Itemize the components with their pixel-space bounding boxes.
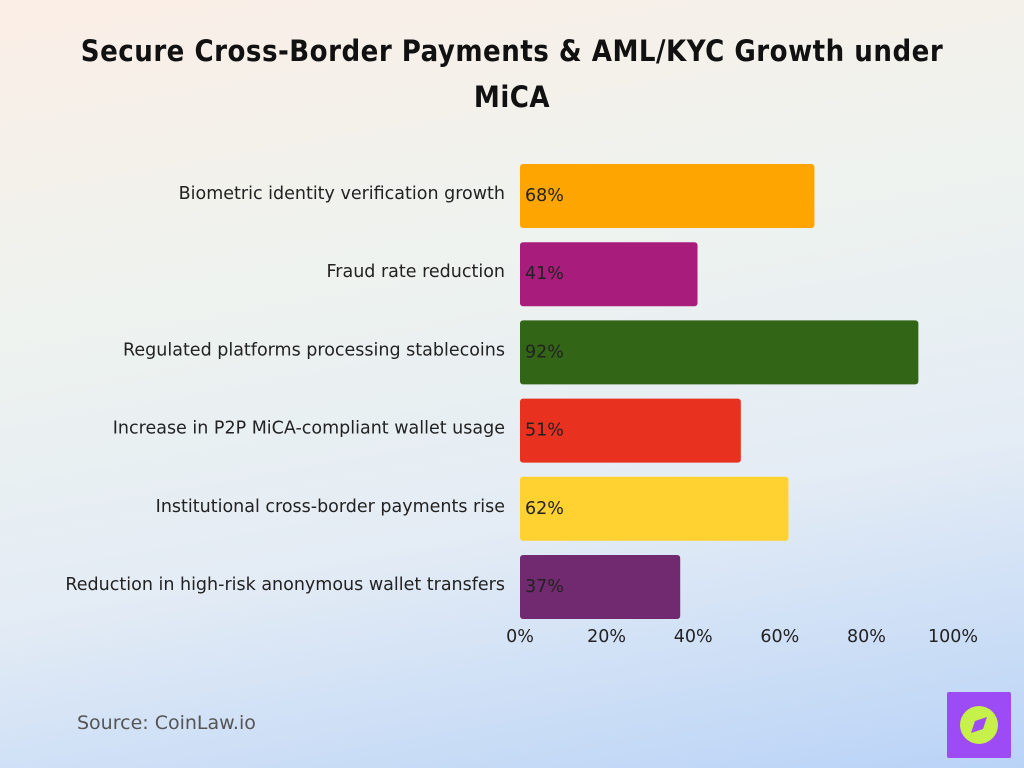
value-label: 68% [525, 186, 564, 206]
bar [520, 320, 919, 385]
logo-icon [960, 706, 998, 744]
value-label: 92% [525, 342, 564, 362]
value-label: 51% [525, 421, 564, 441]
value-label: 41% [525, 264, 564, 284]
logo [947, 692, 1011, 758]
chart: 0% 20% 40% 60% 80% 100% Biometric identity ver… [65, 164, 978, 647]
bar [520, 555, 681, 619]
bar [520, 398, 741, 463]
value-label: 37% [525, 577, 564, 597]
bar [520, 164, 815, 228]
value-label: 62% [525, 499, 564, 519]
y-tick-label: Increase in P2P MiCA-compliant wallet us… [113, 419, 505, 439]
x-tick-label: 40% [674, 627, 713, 647]
x-tick-label: 0% [506, 627, 534, 647]
chart-title: Secure Cross-Border Payments & AML/KYC G… [80, 34, 944, 114]
x-tick-label: 80% [847, 627, 886, 647]
y-tick-label: Regulated platforms processing stablecoi… [123, 340, 505, 360]
bar [520, 242, 698, 307]
source: Source: CoinLaw.io [77, 712, 256, 734]
x-tick-label: 20% [587, 627, 626, 647]
y-tick-label: Reduction in high-risk anonymous wallet … [65, 575, 505, 595]
bar [520, 476, 789, 541]
y-tick-label: Fraud rate reduction [326, 262, 505, 282]
y-tick-label: Institutional cross-border payments rise [156, 497, 505, 517]
y-tick-label: Biometric identity verification growth [179, 184, 505, 204]
x-tick-label: 60% [760, 627, 799, 647]
x-tick-label: 100% [928, 627, 978, 647]
